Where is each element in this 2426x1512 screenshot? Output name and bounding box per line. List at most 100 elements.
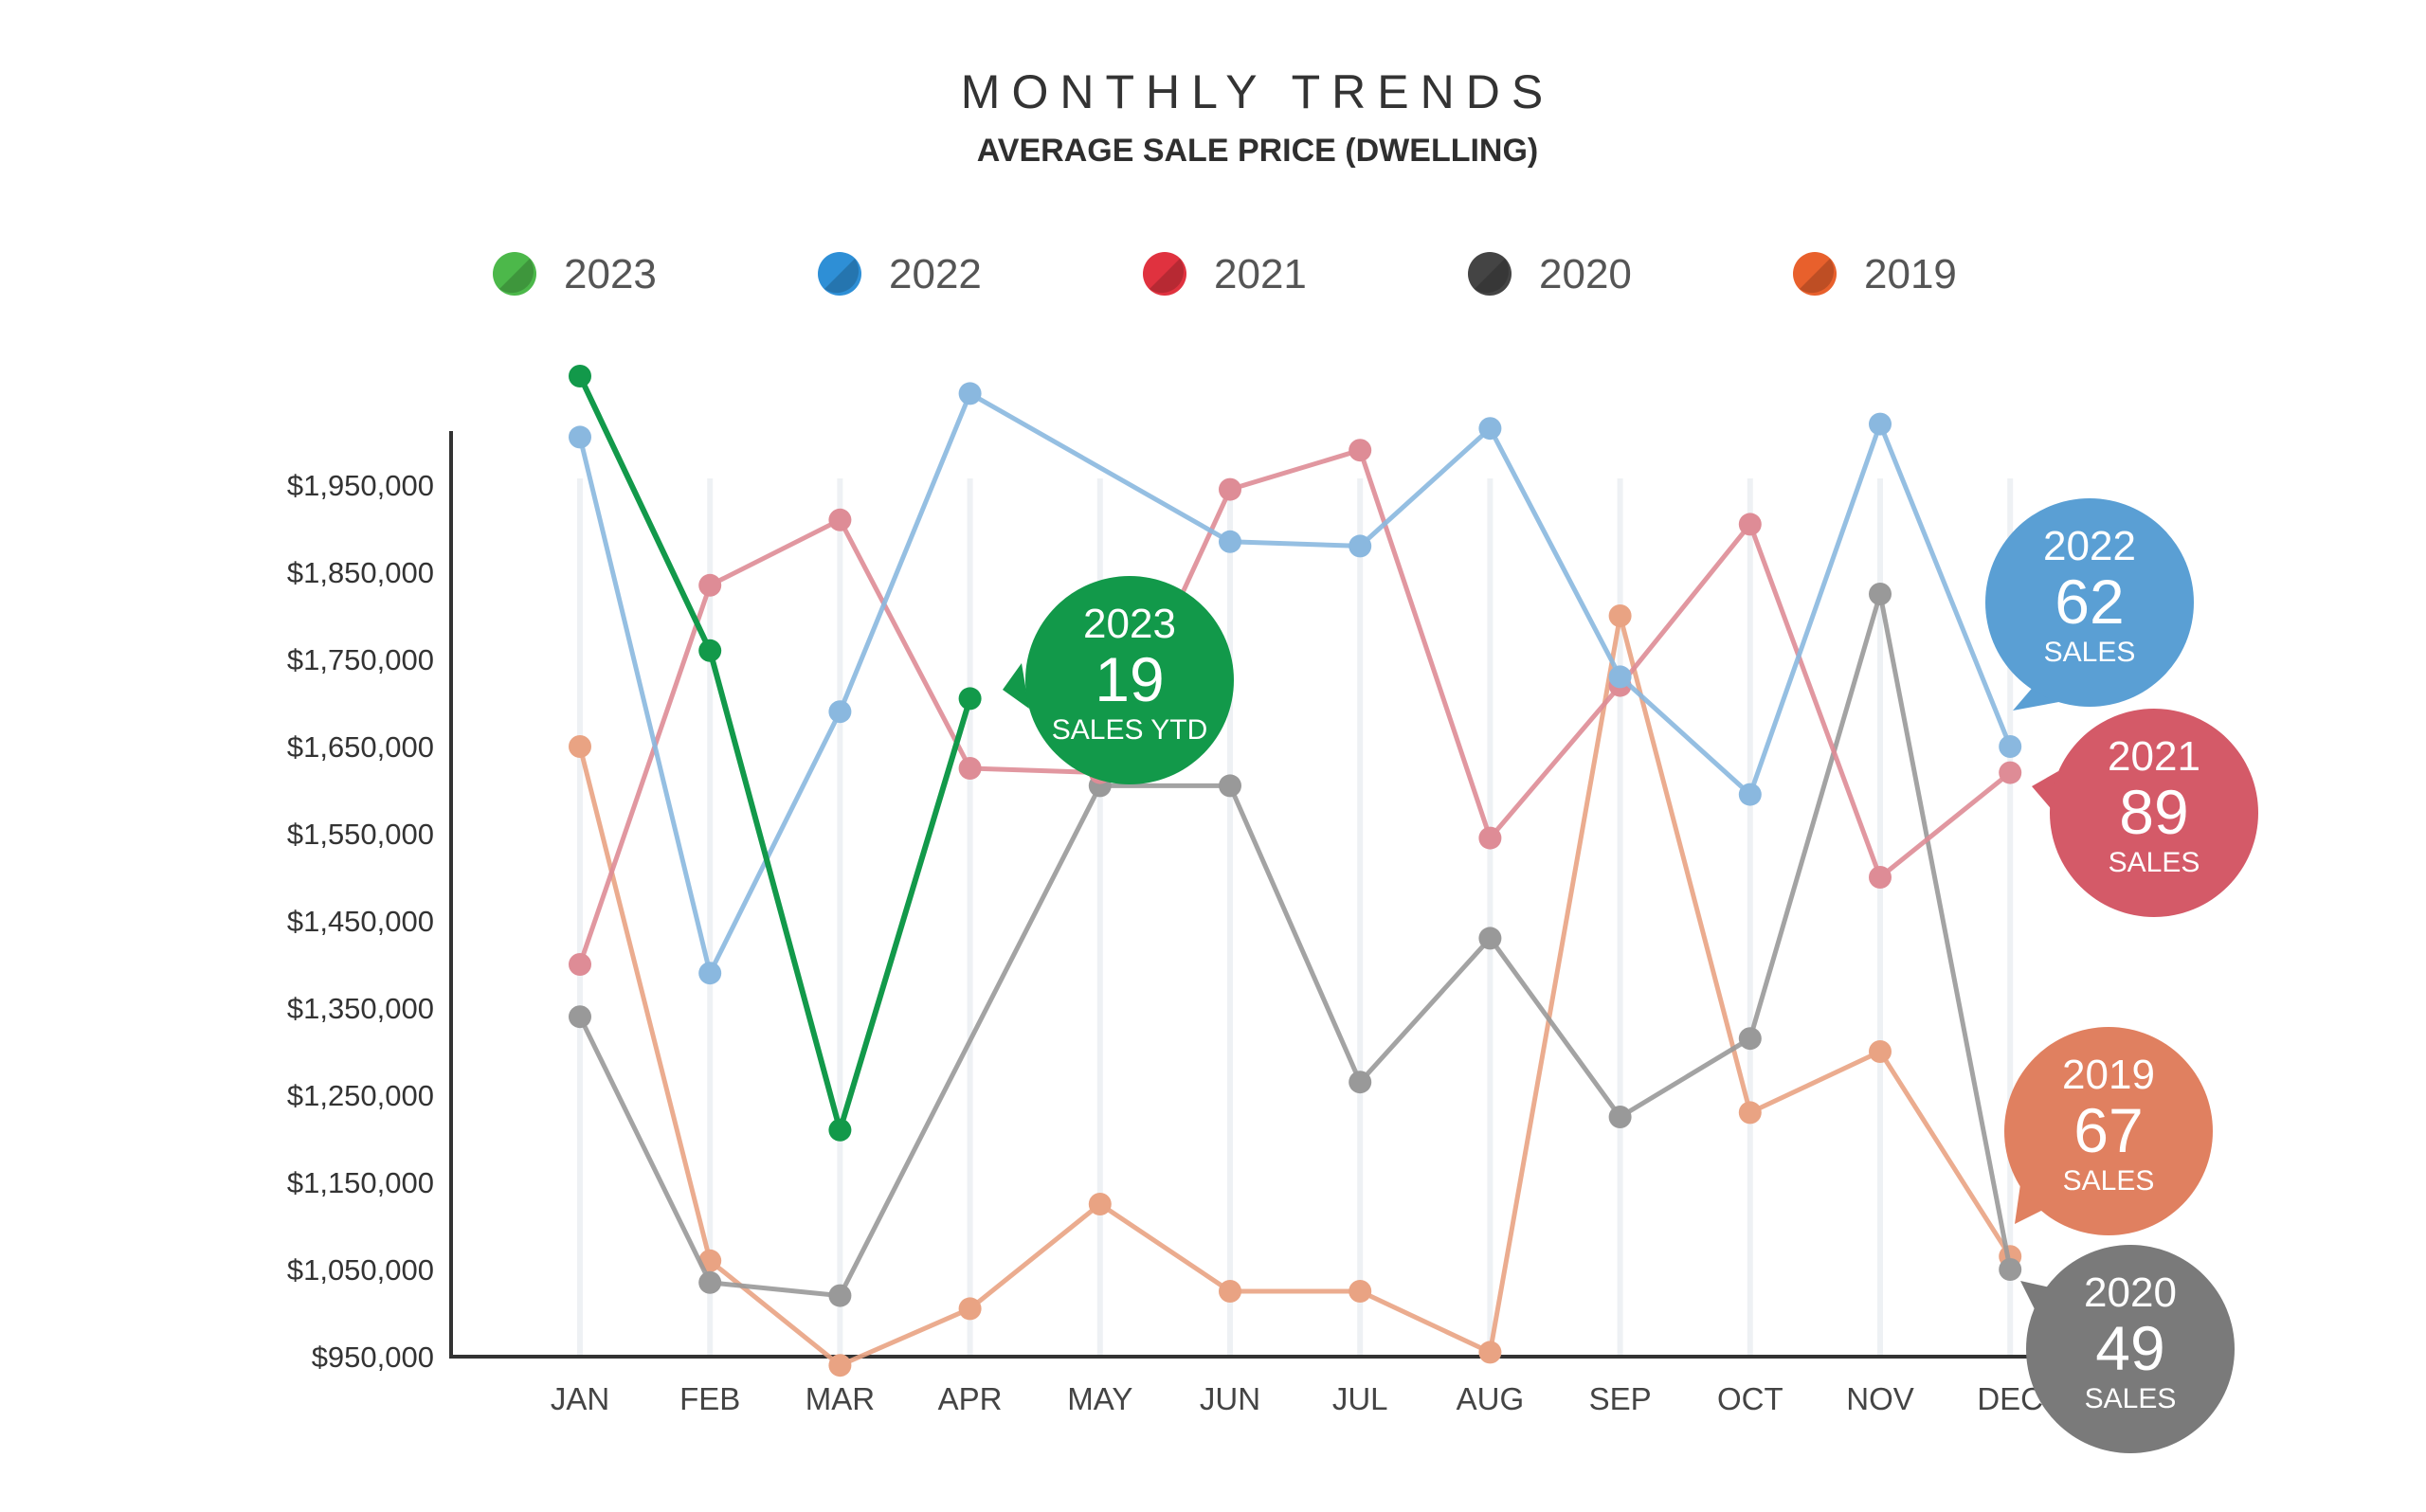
series-line-2019 [577, 613, 2013, 1368]
chart-header: MONTHLY TRENDS AVERAGE SALE PRICE (DWELL… [0, 64, 2426, 170]
x-tick-label-sep: SEP [1589, 1381, 1652, 1416]
callout-count: 89 [2119, 777, 2188, 847]
x-tick-label-jun: JUN [1200, 1381, 1260, 1416]
data-point [1608, 665, 1632, 689]
legend-label: 2023 [564, 251, 657, 297]
data-point [698, 1270, 722, 1294]
data-point [958, 757, 982, 780]
x-tick-label-mar: MAR [806, 1381, 875, 1416]
legend-swatch-icon [1468, 252, 1512, 296]
data-point [828, 1354, 852, 1377]
legend-item-2021: 2021 [1143, 251, 1307, 297]
legend-swatch-icon [1143, 252, 1186, 296]
data-point [698, 639, 722, 662]
legend-label: 2019 [1864, 251, 1957, 297]
data-point [569, 735, 591, 758]
axes [449, 431, 2099, 1359]
legend-label: 2020 [1539, 251, 1632, 297]
data-point [1219, 477, 1241, 501]
data-point [1869, 412, 1892, 436]
data-point [1738, 1101, 1762, 1125]
legend-swatch-icon [493, 252, 536, 296]
data-point [1738, 1027, 1762, 1051]
data-point [1478, 1341, 1502, 1364]
data-point [1999, 735, 2022, 758]
callout-count: 49 [2095, 1313, 2164, 1383]
data-point [569, 1005, 591, 1029]
callout-caption: SALES [2063, 1165, 2155, 1197]
data-point [698, 962, 722, 985]
callout-year: 2023 [1083, 601, 1176, 647]
data-point [1869, 583, 1892, 605]
x-tick-label-jul: JUL [1332, 1381, 1388, 1416]
callout-caption: SALES [2085, 1383, 2177, 1414]
data-point [698, 573, 722, 597]
data-point [1738, 513, 1762, 536]
y-tick-label: $1,750,000 [287, 643, 434, 676]
legend-item-2020: 2020 [1468, 251, 1632, 297]
data-point [828, 508, 852, 531]
x-tick-label-dec: DEC [1977, 1381, 2043, 1416]
series-line-2023 [577, 374, 973, 1133]
x-axis-ticks: JAN FEB MAR APR MAY JUN JUL AUG SEP OCT NOV DEC [551, 1381, 2043, 1416]
data-point [828, 1118, 852, 1142]
legend-label: 2022 [889, 251, 982, 297]
callout-caption: SALES [2044, 637, 2136, 668]
callout-pointer [1003, 663, 1029, 709]
callout-bubble [2004, 1027, 2213, 1235]
page-title: MONTHLY TRENDS [960, 65, 1555, 118]
data-point [958, 1297, 982, 1321]
y-tick-label: $1,950,000 [287, 469, 434, 502]
data-point [1999, 761, 2022, 784]
series-line-2020 [577, 591, 2013, 1299]
data-point [1219, 530, 1241, 553]
legend-swatch-shade [499, 259, 534, 294]
series-2021 [569, 439, 2022, 976]
legend-item-2022: 2022 [818, 251, 982, 297]
legend-swatch-shade [824, 259, 860, 294]
legend-swatch-shade [1800, 259, 1835, 294]
data-point [1869, 866, 1892, 889]
series-2022 [569, 382, 2022, 985]
y-axis-ticks: $950,000 $1,050,000 $1,150,000 $1,250,000 $1… [287, 469, 434, 1374]
legend-item-2019: 2019 [1793, 251, 1957, 297]
x-tick-label-feb: FEB [679, 1381, 740, 1416]
callout-year: 2021 [2108, 733, 2200, 780]
data-point [1349, 1280, 1372, 1303]
legend: 2023 2022 2021 2020 2019 [493, 251, 1957, 297]
callout-caption: SALES [2109, 847, 2200, 878]
y-tick-label: $1,050,000 [287, 1253, 434, 1287]
callout-year: 2019 [2062, 1052, 2155, 1098]
data-point [1869, 1040, 1892, 1063]
x-tick-label-jan: JAN [551, 1381, 609, 1416]
x-tick-label-may: MAY [1067, 1381, 1132, 1416]
series-2019 [569, 604, 2022, 1377]
data-point [828, 700, 852, 724]
data-point [1608, 1106, 1632, 1128]
x-tick-label-nov: NOV [1846, 1381, 1914, 1416]
callout-bubble [1025, 576, 1234, 784]
data-point [1219, 1280, 1241, 1303]
data-point [1349, 1071, 1372, 1094]
legend-label: 2021 [1214, 251, 1307, 297]
data-point [569, 365, 591, 387]
y-tick-label: $1,850,000 [287, 556, 434, 589]
y-tick-label: $1,550,000 [287, 818, 434, 851]
callout-bubble [2026, 1245, 2235, 1453]
legend-swatch-shade [1150, 259, 1185, 294]
x-tick-label-oct: OCT [1717, 1381, 1783, 1416]
y-tick-label: $1,150,000 [287, 1166, 434, 1199]
data-point [1349, 534, 1372, 558]
legend-swatch-icon [818, 252, 861, 296]
data-point [1478, 927, 1502, 950]
data-point [569, 425, 591, 449]
callout-year: 2022 [2043, 523, 2136, 569]
data-point [1478, 826, 1502, 850]
y-tick-label: $1,650,000 [287, 730, 434, 764]
data-point [828, 1284, 852, 1307]
